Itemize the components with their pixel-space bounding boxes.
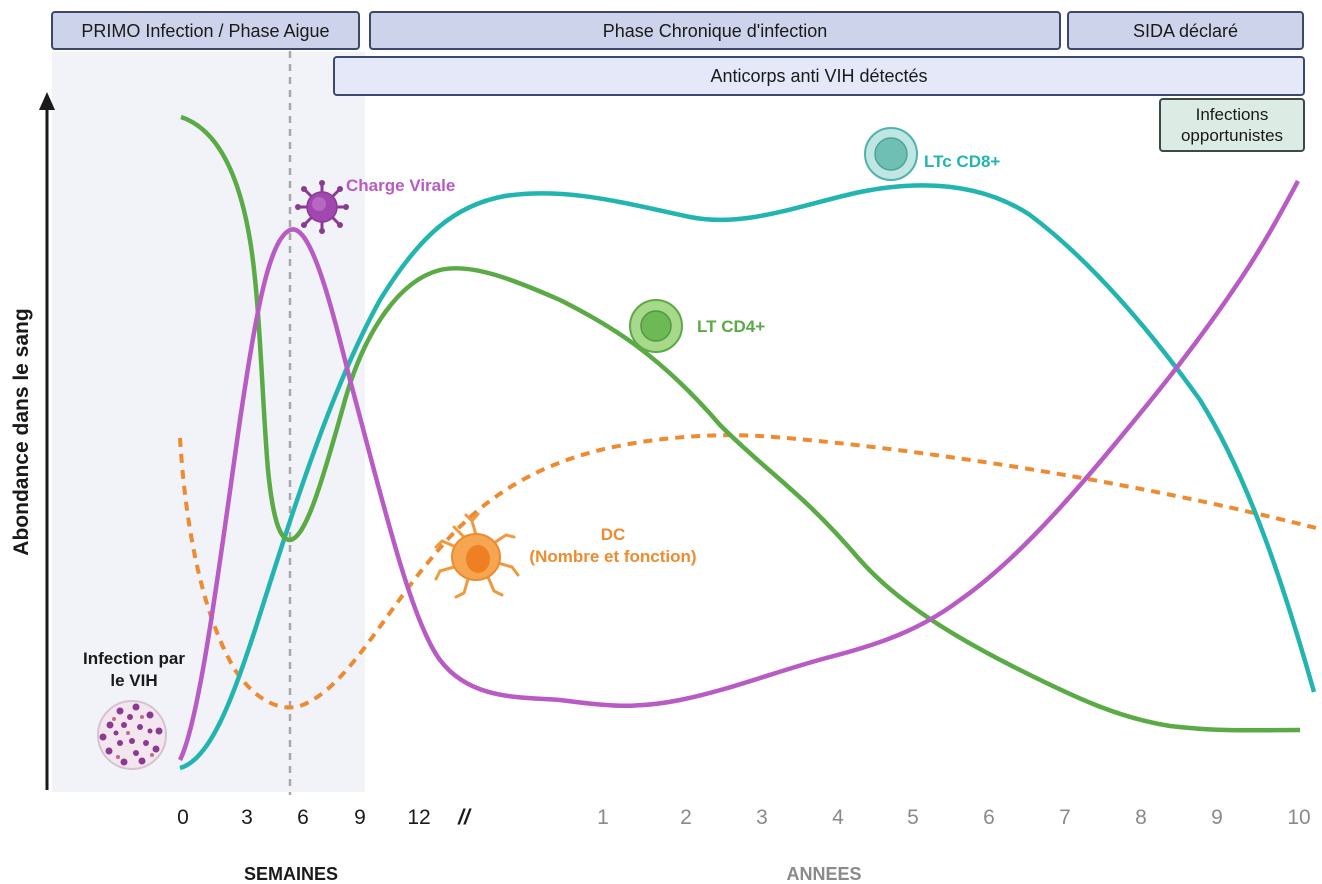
year-tick-7: 7 [1059,806,1071,829]
week-tick-6: 6 [297,806,309,829]
infection-label-line1: Infection par [83,649,185,668]
week-ticks: 0 3 6 9 12 [177,806,431,829]
antibodies-box: Anticorps anti VIH détectés [333,56,1305,96]
cd4-curve [180,114,1301,733]
sida-phase-box: SIDA déclaré [1067,11,1304,50]
chronic-phase-label: Phase Chronique d'infection [602,20,828,41]
week-tick-9: 9 [354,806,366,829]
lt-cd4-label: LT CD4+ [697,317,765,336]
infection-label-line2: le VIH [110,671,157,690]
axis-break-mark: // [457,806,472,829]
acute-phase-shading [52,52,365,792]
primo-phase-box: PRIMO Infection / Phase Aigue [51,11,360,50]
opportunistic-infections-box: Infections opportunistes [1159,98,1305,152]
weeks-axis-label: SEMAINES [244,864,338,884]
year-tick-8: 8 [1135,806,1147,829]
hiv-virion-icon [97,700,167,770]
primo-phase-label: PRIMO Infection / Phase Aigue [81,20,330,41]
years-axis-label: ANNEES [786,864,861,884]
y-axis-arrowhead [39,92,55,110]
ltc-cd8-label: LTc CD8+ [924,152,1000,171]
dc-label-line2: (Nombre et fonction) [529,547,696,566]
cd8-curve [179,183,1317,771]
dendritic-cell-icon [434,512,520,599]
year-tick-4: 4 [832,806,844,829]
chronic-phase-box: Phase Chronique d'infection [369,11,1061,50]
opportunistic-label-line1: Infections [1195,105,1269,124]
year-tick-3: 3 [756,806,768,829]
year-tick-5: 5 [907,806,919,829]
cd8-cell-icon [864,127,918,181]
opportunistic-label-line2: opportunistes [1180,126,1284,145]
y-axis-label: Abondance dans le sang [10,308,33,555]
week-tick-12: 12 [407,806,430,829]
virus-icon [295,180,349,234]
cd4-cell-icon [629,299,683,353]
week-tick-0: 0 [177,806,189,829]
sida-phase-label: SIDA déclaré [1132,20,1239,41]
viral-load-curve [177,179,1300,762]
year-tick-6: 6 [983,806,995,829]
week-tick-3: 3 [241,806,253,829]
year-tick-2: 2 [680,806,692,829]
year-tick-1: 1 [597,806,609,829]
year-tick-10: 10 [1287,806,1310,829]
dc-label-line1: DC [601,525,626,544]
antibodies-label: Anticorps anti VIH détectés [710,66,928,86]
year-ticks: 1 2 3 4 5 6 7 8 9 10 [597,806,1311,829]
year-tick-9: 9 [1211,806,1223,829]
charge-virale-label: Charge Virale [346,176,455,195]
